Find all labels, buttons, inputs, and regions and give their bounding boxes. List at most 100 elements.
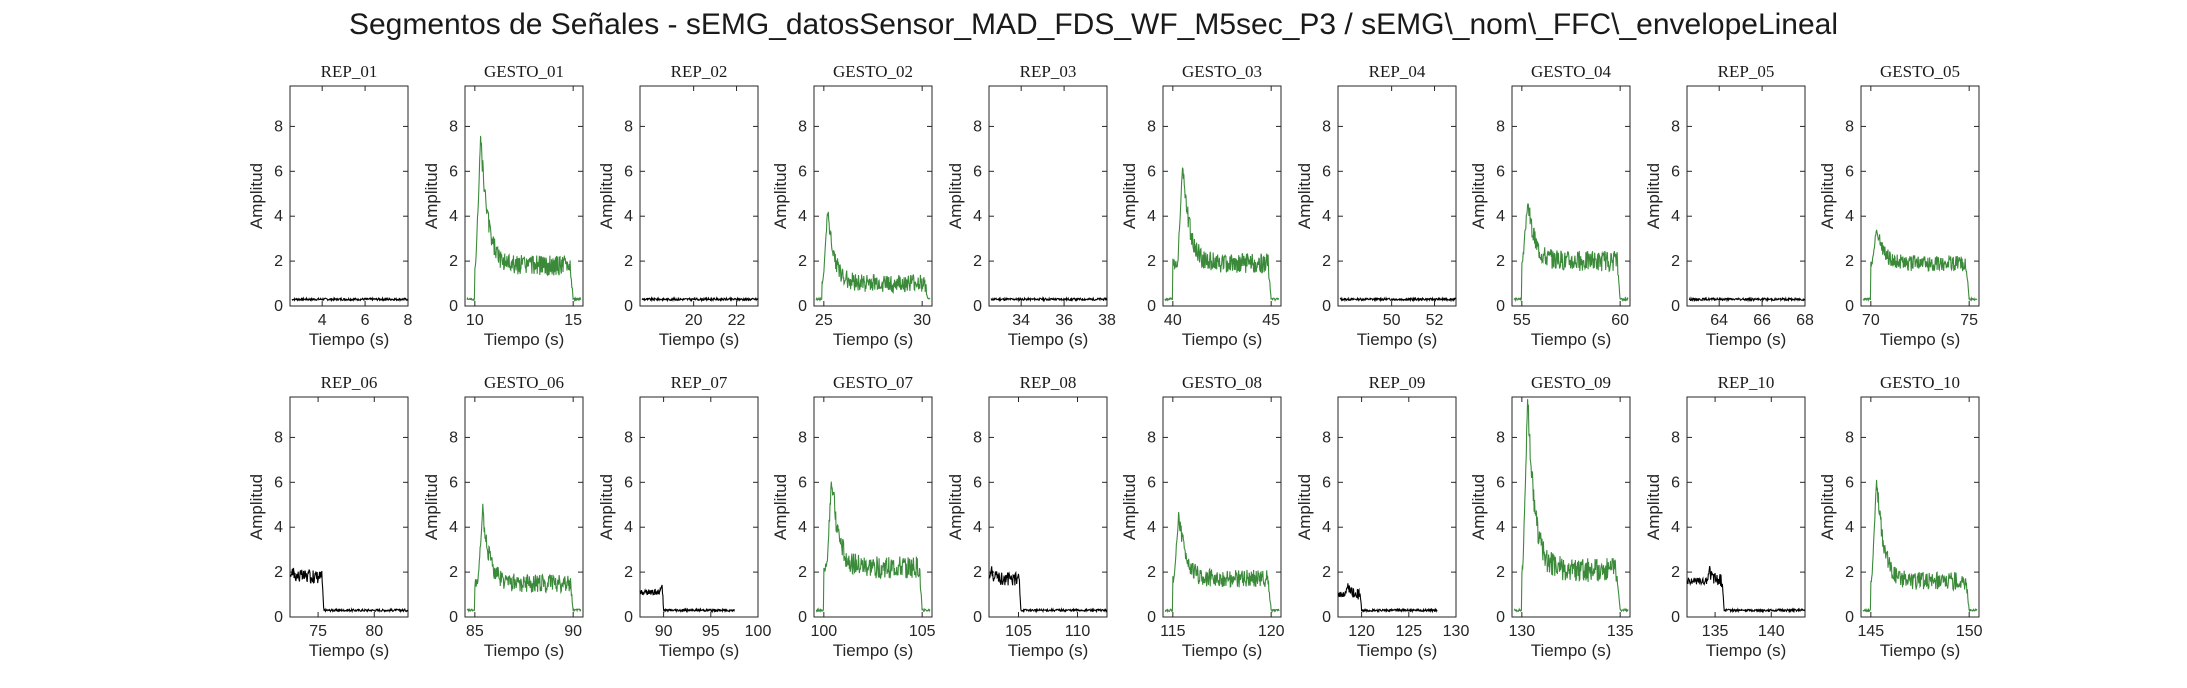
y-tick-label: 2 bbox=[798, 253, 807, 270]
x-axis-label: Tiempo (s) bbox=[1357, 330, 1438, 349]
x-tick-label: 135 bbox=[1607, 623, 1634, 640]
y-tick-label: 4 bbox=[1147, 208, 1156, 225]
x-tick-label: 4 bbox=[318, 312, 327, 329]
figure-title: Segmentos de Señales - sEMG_datosSensor_… bbox=[348, 8, 1839, 41]
x-tick-label: 38 bbox=[1098, 312, 1116, 329]
y-tick-label: 8 bbox=[1496, 118, 1505, 135]
subplot-title: GESTO_09 bbox=[1531, 373, 1611, 392]
y-tick-label: 4 bbox=[449, 519, 458, 536]
y-tick-label: 6 bbox=[1845, 163, 1854, 180]
y-tick-label: 4 bbox=[624, 208, 633, 225]
subplot-rep-01: REP_01 0 2 4 6 8 4 6 8 Tiempo (s) Amplitud bbox=[247, 62, 413, 349]
plot-area bbox=[988, 396, 1108, 618]
y-tick-label: 4 bbox=[1147, 519, 1156, 536]
plot-area bbox=[1511, 85, 1631, 307]
plot-area bbox=[289, 85, 409, 307]
signal-line-rep-01 bbox=[291, 296, 409, 303]
subplot-title: GESTO_10 bbox=[1880, 373, 1960, 392]
x-tick-label: 120 bbox=[1258, 623, 1285, 640]
x-tick-label: 6 bbox=[361, 312, 370, 329]
y-axis-label: Amplitud bbox=[946, 163, 965, 229]
y-tick-label: 6 bbox=[973, 474, 982, 491]
y-tick-label: 4 bbox=[973, 519, 982, 536]
plot-area bbox=[1337, 396, 1457, 618]
y-tick-label: 8 bbox=[1147, 429, 1156, 446]
y-tick-label: 0 bbox=[1496, 298, 1505, 315]
y-tick-label: 8 bbox=[274, 118, 283, 135]
y-tick-label: 0 bbox=[1322, 609, 1331, 626]
subplot-title: REP_03 bbox=[1020, 62, 1077, 81]
y-axis-label: Amplitud bbox=[1469, 163, 1488, 229]
y-tick-label: 8 bbox=[973, 118, 982, 135]
y-tick-label: 0 bbox=[449, 298, 458, 315]
y-tick-label: 8 bbox=[1496, 429, 1505, 446]
y-tick-label: 2 bbox=[1845, 564, 1854, 581]
y-tick-label: 4 bbox=[973, 208, 982, 225]
plot-area bbox=[639, 85, 759, 307]
y-tick-label: 0 bbox=[1496, 609, 1505, 626]
y-tick-label: 6 bbox=[798, 474, 807, 491]
y-tick-label: 8 bbox=[1322, 118, 1331, 135]
y-axis-label: Amplitud bbox=[1644, 163, 1663, 229]
y-axis-label: Amplitud bbox=[422, 474, 441, 540]
x-tick-label: 8 bbox=[404, 312, 413, 329]
y-tick-label: 0 bbox=[973, 298, 982, 315]
subplot-title: REP_04 bbox=[1369, 62, 1426, 81]
subplot-title: REP_08 bbox=[1020, 373, 1077, 392]
x-tick-label: 115 bbox=[1160, 623, 1186, 640]
plot-area bbox=[813, 85, 933, 307]
y-tick-label: 0 bbox=[1845, 609, 1854, 626]
y-axis-label: Amplitud bbox=[1295, 474, 1314, 540]
x-tick-label: 105 bbox=[1005, 623, 1032, 640]
y-tick-label: 0 bbox=[798, 298, 807, 315]
y-tick-label: 8 bbox=[624, 429, 633, 446]
subplot-title: GESTO_07 bbox=[833, 373, 913, 392]
x-axis-label: Tiempo (s) bbox=[659, 330, 740, 349]
y-tick-label: 0 bbox=[1845, 298, 1854, 315]
x-axis-label: Tiempo (s) bbox=[1008, 330, 1089, 349]
y-tick-label: 2 bbox=[1671, 253, 1680, 270]
signal-line-gesto-02 bbox=[815, 211, 931, 302]
y-tick-label: 4 bbox=[274, 519, 283, 536]
x-tick-label: 95 bbox=[702, 623, 720, 640]
signal-line-rep-09 bbox=[1337, 583, 1438, 614]
x-tick-label: 36 bbox=[1055, 312, 1073, 329]
y-axis-label: Amplitud bbox=[1295, 163, 1314, 229]
x-tick-label: 34 bbox=[1012, 312, 1030, 329]
x-axis-label: Tiempo (s) bbox=[484, 330, 565, 349]
x-tick-label: 68 bbox=[1796, 312, 1814, 329]
y-tick-label: 8 bbox=[1671, 429, 1680, 446]
y-tick-label: 6 bbox=[449, 163, 458, 180]
y-tick-label: 4 bbox=[1322, 208, 1331, 225]
x-tick-label: 45 bbox=[1262, 312, 1280, 329]
y-axis-label: Amplitud bbox=[1818, 474, 1837, 540]
y-tick-label: 6 bbox=[1845, 474, 1854, 491]
y-tick-label: 2 bbox=[1147, 564, 1156, 581]
y-tick-label: 6 bbox=[798, 163, 807, 180]
y-tick-label: 0 bbox=[973, 609, 982, 626]
x-tick-label: 25 bbox=[815, 312, 833, 329]
plot-area bbox=[1860, 85, 1980, 307]
x-tick-label: 90 bbox=[564, 623, 582, 640]
x-tick-label: 30 bbox=[913, 312, 931, 329]
x-tick-label: 90 bbox=[655, 623, 673, 640]
y-tick-label: 4 bbox=[624, 519, 633, 536]
x-tick-label: 50 bbox=[1383, 312, 1401, 329]
y-axis-label: Amplitud bbox=[422, 163, 441, 229]
y-tick-label: 4 bbox=[798, 208, 807, 225]
y-axis-label: Amplitud bbox=[1120, 474, 1139, 540]
subplot-title: GESTO_03 bbox=[1182, 62, 1262, 81]
y-tick-label: 2 bbox=[274, 564, 283, 581]
subplot-title: GESTO_04 bbox=[1531, 62, 1611, 81]
x-tick-label: 100 bbox=[745, 623, 772, 640]
signal-line-gesto-03 bbox=[1164, 167, 1280, 302]
y-tick-label: 2 bbox=[1322, 253, 1331, 270]
y-tick-label: 2 bbox=[624, 253, 633, 270]
x-axis-label: Tiempo (s) bbox=[833, 641, 914, 660]
y-tick-label: 6 bbox=[274, 474, 283, 491]
x-tick-label: 64 bbox=[1710, 312, 1728, 329]
